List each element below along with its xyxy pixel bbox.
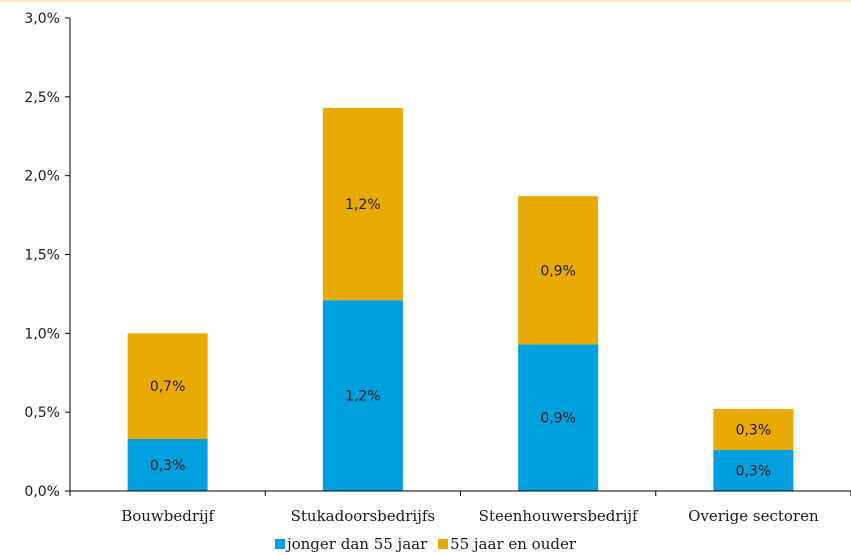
x-tick-label: Steenhouwersbedrijf [479, 507, 639, 525]
bar-segment [127, 438, 208, 491]
bar-segment [713, 409, 794, 451]
x-tick-label: Overige sectoren [688, 507, 819, 525]
legend-item-series-0: jonger dan 55 jaar [274, 535, 428, 553]
x-tick-label: Bouwbedrijf [121, 507, 215, 525]
legend-label: 55 jaar en ouder [450, 535, 577, 553]
y-tick-label: 2,5% [24, 90, 60, 106]
bar-segment [322, 107, 403, 301]
legend-swatch [438, 539, 449, 549]
y-tick-label: 0,0% [24, 484, 60, 500]
legend-swatch [274, 539, 285, 549]
x-tick-label: Stukadoorsbedrijfs [291, 507, 435, 525]
top-border [0, 0, 851, 2]
data-label: 1,2% [345, 197, 381, 213]
bar-segment [127, 333, 208, 439]
data-label: 1,2% [345, 389, 381, 405]
legend: jonger dan 55 jaar 55 jaar en ouder [0, 535, 851, 553]
y-tick-label: 0,5% [24, 405, 60, 421]
y-tick-label: 1,0% [24, 326, 60, 342]
data-label: 0,9% [540, 263, 576, 279]
bar-segment [518, 344, 599, 491]
data-label: 0,3% [736, 423, 772, 439]
legend-label: jonger dan 55 jaar [286, 535, 428, 553]
y-tick-label: 3,0% [24, 11, 60, 27]
y-tick-label: 1,5% [24, 248, 60, 264]
bar-segment [322, 300, 403, 491]
data-label: 0,7% [150, 379, 186, 395]
data-label: 0,3% [150, 458, 186, 474]
y-tick-label: 2,0% [24, 169, 60, 185]
bar-segment [518, 196, 599, 345]
data-label: 0,9% [540, 411, 576, 427]
data-label: 0,3% [736, 464, 772, 480]
bar-segment [713, 450, 794, 491]
legend-item-series-1: 55 jaar en ouder [438, 535, 576, 553]
